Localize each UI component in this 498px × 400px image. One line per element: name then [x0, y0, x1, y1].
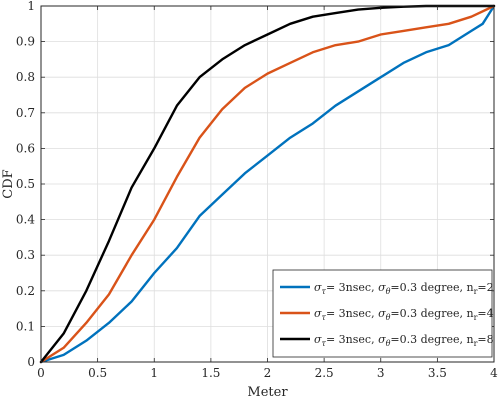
- x-tick-label: 0: [37, 366, 45, 380]
- y-tick-label: 0.7: [16, 106, 35, 120]
- series-line-nr2: [39, 4, 496, 364]
- x-tick-label: 1.5: [201, 366, 220, 380]
- y-axis-label: CDF: [1, 169, 16, 198]
- x-tick-label: 2: [264, 366, 272, 380]
- x-tick-label: 4: [490, 366, 498, 380]
- y-tick-label: 0.5: [16, 177, 35, 191]
- x-tick-label: 0.5: [88, 366, 107, 380]
- y-tick-label: 0.1: [16, 319, 35, 333]
- x-tick-label: 3.5: [428, 366, 447, 380]
- y-tick-label: 0.9: [16, 35, 35, 49]
- x-axis-label: Meter: [247, 385, 288, 400]
- x-tick-label: 3: [377, 366, 385, 380]
- y-tick-labels: 0 0.1 0.2 0.3 0.4 0.5 0.6 0.7 0.8 0.9 1: [16, 0, 35, 369]
- legend-label-nr4: στ= 3nsec, σθ=0.3 degree, nr=4: [314, 307, 494, 322]
- legend: στ= 3nsec, σθ=0.3 degree, nr=2 στ= 3nsec…: [272, 269, 494, 358]
- y-tick-label: 0.8: [16, 70, 35, 84]
- y-tick-label: 0.3: [16, 248, 35, 262]
- y-tick-label: 0.6: [16, 141, 35, 155]
- x-tick-labels: 0 0.5 1 1.5 2 2.5 3 3.5 4: [37, 366, 498, 380]
- y-tick-label: 0.2: [16, 284, 35, 298]
- legend-label-nr2: στ= 3nsec, σθ=0.3 degree, nr=2: [314, 281, 494, 296]
- y-tick-label: 0: [27, 355, 35, 369]
- y-tick-label: 0.4: [16, 213, 35, 227]
- series-line-nr4: [39, 4, 496, 364]
- x-tick-label: 2.5: [315, 366, 334, 380]
- legend-label-nr8: στ= 3nsec, σθ=0.3 degree, nr=8: [314, 333, 494, 348]
- x-tick-label: 1: [150, 366, 158, 380]
- tick-marks: [40, 5, 495, 363]
- y-tick-label: 1: [27, 0, 35, 13]
